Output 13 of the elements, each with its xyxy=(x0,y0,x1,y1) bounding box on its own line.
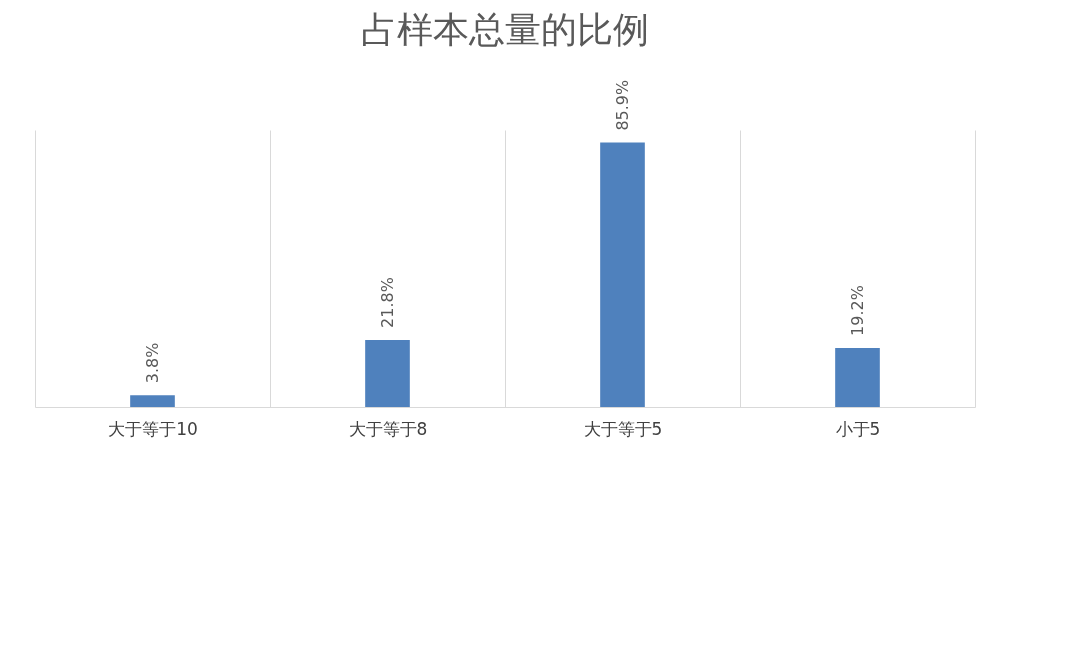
bar xyxy=(130,395,175,407)
x-tick-label: 小于5 xyxy=(835,418,881,439)
x-tick-label: 大于等于5 xyxy=(583,418,663,439)
data-label: 21.8% xyxy=(377,277,397,328)
chart-title: 占样本总量的比例 xyxy=(361,8,649,50)
bar xyxy=(835,347,880,407)
data-label: 85.9% xyxy=(612,79,632,131)
x-tick-label: 大于等于8 xyxy=(348,418,428,439)
bar xyxy=(600,142,645,407)
data-label: 19.2% xyxy=(847,285,867,336)
bar xyxy=(365,339,410,407)
x-tick-label: 大于等于10 xyxy=(108,418,198,439)
data-label: 3.8% xyxy=(142,342,162,384)
